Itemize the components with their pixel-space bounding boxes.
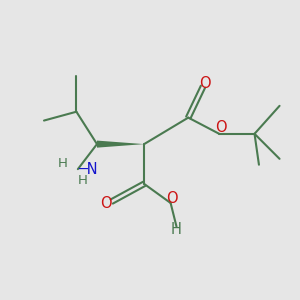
Text: O: O: [100, 196, 112, 211]
Text: O: O: [199, 76, 210, 91]
Text: O: O: [166, 191, 178, 206]
Text: H: H: [171, 222, 182, 237]
Polygon shape: [97, 141, 144, 148]
Text: H: H: [58, 157, 68, 170]
Text: H: H: [78, 174, 88, 188]
Text: O: O: [215, 120, 226, 135]
Text: ─N: ─N: [78, 162, 98, 177]
